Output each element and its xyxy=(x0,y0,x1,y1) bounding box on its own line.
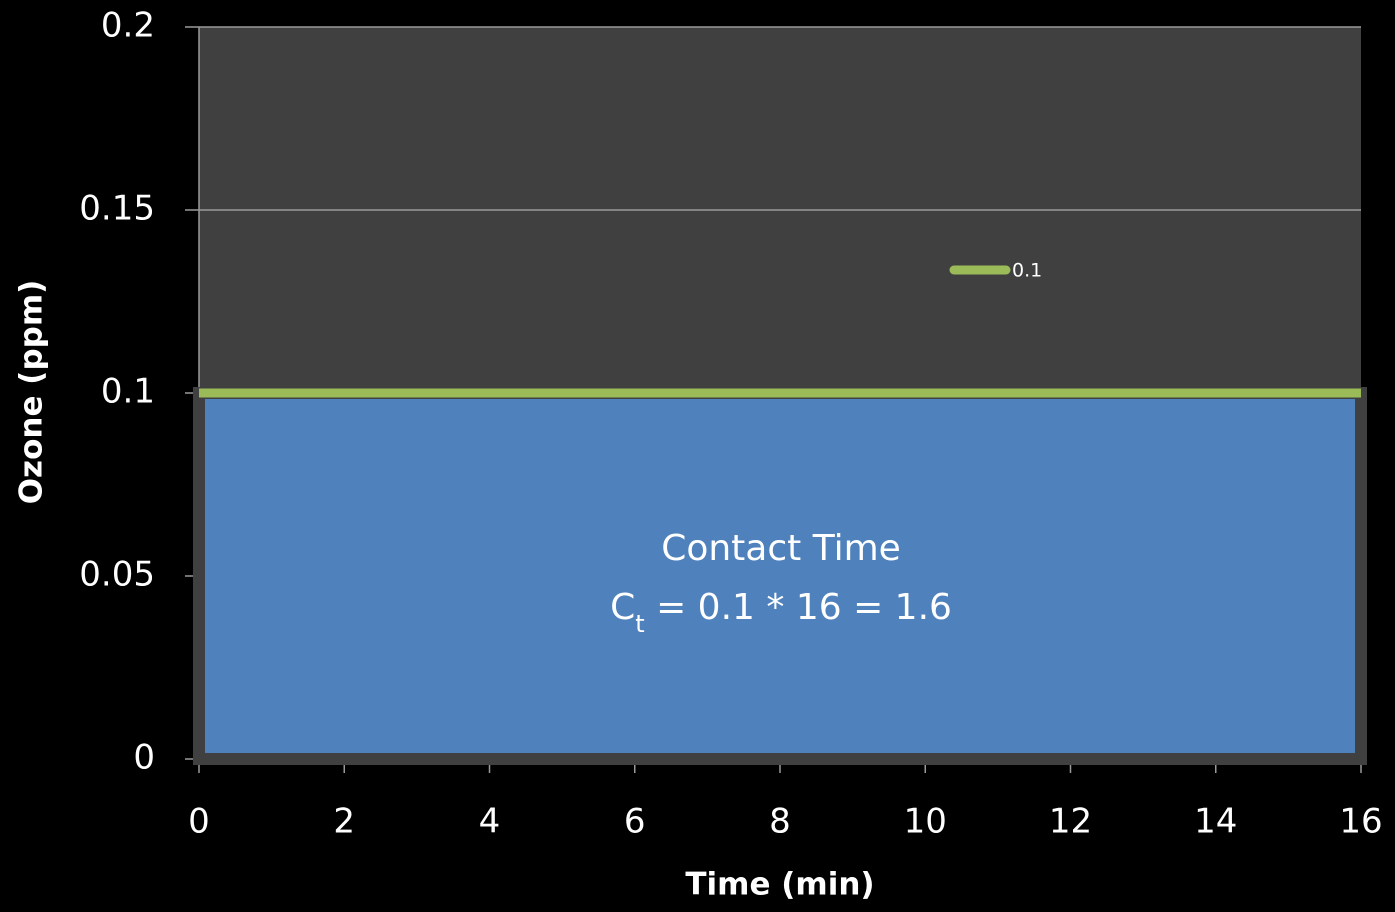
x-tick-label: 4 xyxy=(479,802,501,842)
legend-label: 0.1 xyxy=(1012,260,1042,282)
x-tick-label: 10 xyxy=(904,802,947,842)
annotation-part: = 0.1 * 16 = 1.6 xyxy=(645,587,952,628)
contact-area xyxy=(193,387,1367,765)
x-axis-title: Time (min) xyxy=(685,867,874,903)
x-tick-label: 6 xyxy=(624,802,646,842)
annotation-part: t xyxy=(635,610,644,638)
y-tick-label: 0 xyxy=(133,738,155,778)
x-tick-label: 8 xyxy=(769,802,791,842)
x-tick-label: 14 xyxy=(1194,802,1237,842)
x-tick-label: 0 xyxy=(188,802,210,842)
x-tick-label: 16 xyxy=(1339,802,1382,842)
x-tick-label: 12 xyxy=(1049,802,1092,842)
x-tick-label: 2 xyxy=(333,802,355,842)
y-tick-label: 0.1 xyxy=(101,372,155,412)
y-tick-label: 0.15 xyxy=(79,189,155,229)
annotation-line1: Contact Time xyxy=(661,528,901,569)
annotation-part: C xyxy=(610,587,635,628)
y-tick-label: 0.05 xyxy=(79,555,155,595)
y-axis-title: Ozone (ppm) xyxy=(14,280,50,505)
annotation-line2: Ct = 0.1 * 16 = 1.6 xyxy=(610,587,952,638)
y-tick-label: 0.2 xyxy=(101,6,155,46)
